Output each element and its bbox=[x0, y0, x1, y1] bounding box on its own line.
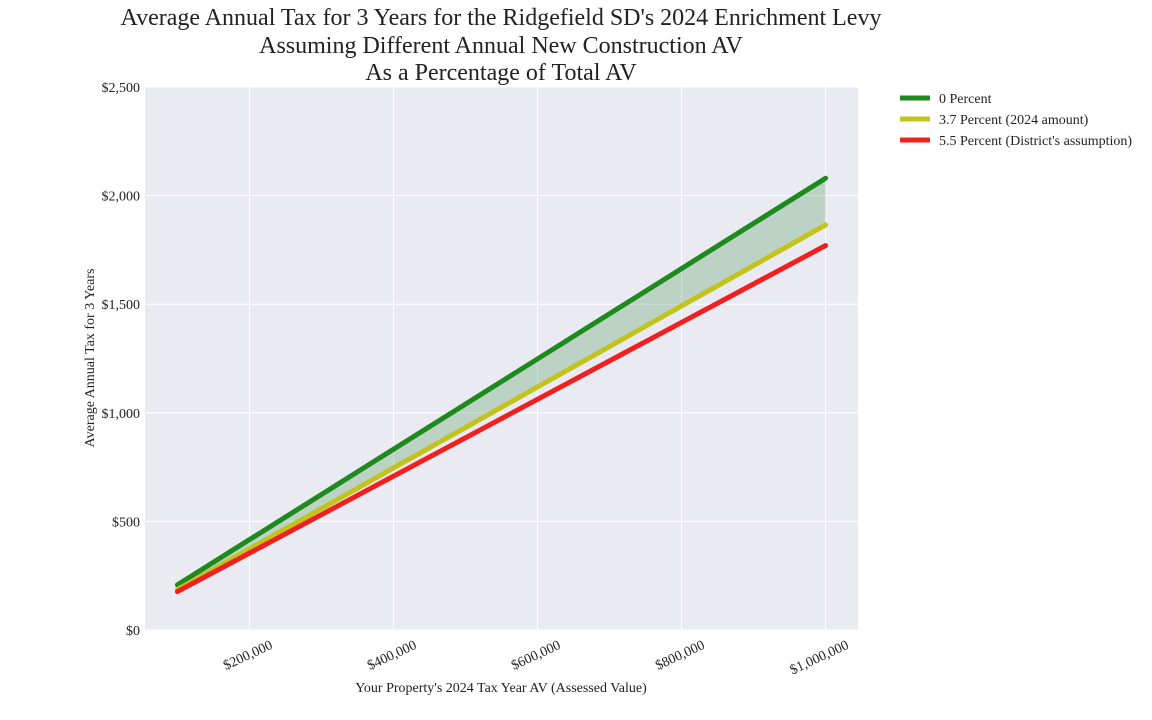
chart-title: Assuming Different Annual New Constructi… bbox=[259, 33, 743, 59]
x-tick-label: $400,000 bbox=[365, 638, 419, 674]
x-tick-label: $800,000 bbox=[653, 638, 707, 674]
y-tick-label: $2,500 bbox=[102, 81, 141, 96]
y-tick-label: $500 bbox=[112, 515, 140, 530]
y-tick-label: $1,500 bbox=[102, 298, 141, 313]
y-tick-label: $2,000 bbox=[102, 190, 141, 205]
x-tick-label: $200,000 bbox=[221, 638, 275, 674]
chart-title: Average Annual Tax for 3 Years for the R… bbox=[121, 5, 882, 31]
line-series bbox=[174, 175, 829, 588]
x-axis-label: Your Property's 2024 Tax Year AV (Assess… bbox=[355, 681, 647, 696]
chart-title: As a Percentage of Total AV bbox=[365, 60, 637, 86]
y-tick-label: $1,000 bbox=[102, 407, 141, 422]
x-tick-label: $600,000 bbox=[509, 638, 563, 674]
legend-label: 0 Percent bbox=[939, 92, 992, 107]
legend-label: 3.7 Percent (2024 amount) bbox=[939, 113, 1089, 128]
line-series bbox=[174, 243, 829, 595]
y-tick-label: $0 bbox=[126, 624, 140, 639]
y-axis-label: Average Annual Tax for 3 Years bbox=[83, 269, 98, 448]
x-tick-label: $1,000,000 bbox=[788, 638, 851, 678]
legend-label: 5.5 Percent (District's assumption) bbox=[939, 134, 1132, 149]
line-series bbox=[174, 222, 829, 593]
